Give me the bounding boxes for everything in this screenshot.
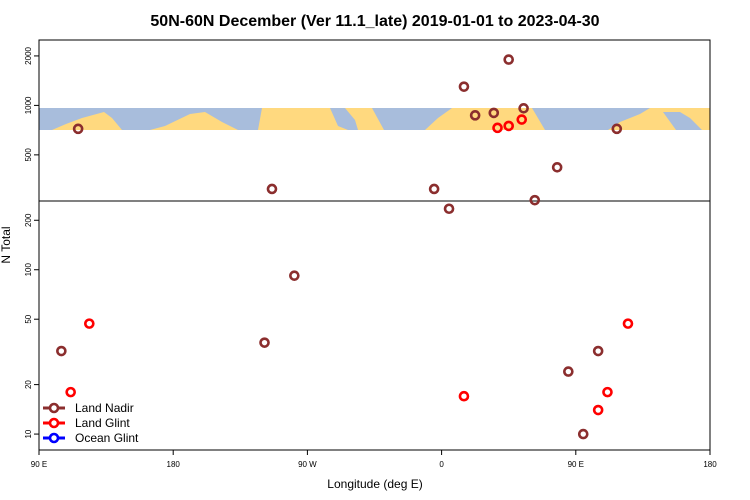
legend-ocean-glint-label: Ocean Glint xyxy=(75,431,139,445)
map-strip-ocean xyxy=(39,108,702,130)
land-glint-point xyxy=(622,318,634,329)
land-nadir-point xyxy=(56,345,67,357)
plot-frame xyxy=(38,39,711,451)
land-nadir-point xyxy=(259,337,270,348)
land-nadir-point xyxy=(443,203,455,215)
land-nadir-point xyxy=(529,194,541,206)
land-nadir-point xyxy=(428,183,440,195)
land-nadir-point xyxy=(592,345,604,357)
x-tick-label: 90 E xyxy=(31,460,47,469)
map-strip xyxy=(39,108,710,130)
land-nadir-point xyxy=(518,103,529,114)
land-nadir-point xyxy=(611,123,623,135)
data-points xyxy=(56,54,634,440)
y-tick-label: 10 xyxy=(24,429,33,438)
y-tick-label: 200 xyxy=(24,213,33,227)
y-tick-label: 100 xyxy=(24,263,33,277)
legend-land-glint-marker xyxy=(48,417,60,429)
y-tick-label: 1000 xyxy=(24,96,33,114)
legend-land-nadir-label: Land Nadir xyxy=(75,401,134,415)
y-tick-label: 50 xyxy=(24,314,33,323)
y-axis: 10 20 50 100 200 500 1000 2000 xyxy=(24,46,39,439)
x-tick-label: 180 xyxy=(167,460,181,469)
y-axis-label: N Total xyxy=(0,226,13,263)
land-glint-point xyxy=(65,386,76,398)
legend-land-nadir-marker xyxy=(48,402,60,414)
land-nadir-point xyxy=(289,270,300,281)
land-nadir-point xyxy=(488,107,500,119)
land-nadir-point xyxy=(266,183,278,195)
legend-ocean-glint-marker xyxy=(48,432,60,444)
land-glint-point xyxy=(516,114,528,125)
land-nadir-point xyxy=(551,162,563,173)
legend-land-glint-label: Land Glint xyxy=(75,416,130,430)
land-glint-point xyxy=(503,120,515,132)
y-tick-label: 2000 xyxy=(24,46,33,64)
land-glint-point xyxy=(492,122,503,134)
x-axis-label: Longitude (deg E) xyxy=(327,477,422,491)
land-nadir-point xyxy=(72,123,84,135)
land-nadir-point xyxy=(563,366,574,377)
land-glint-point xyxy=(84,318,95,329)
x-tick-label: 180 xyxy=(703,460,717,469)
land-glint-point xyxy=(592,404,604,416)
x-tick-label: 90 E xyxy=(568,460,584,469)
land-nadir-point xyxy=(577,428,589,440)
land-glint-point xyxy=(602,386,613,398)
y-tick-label: 500 xyxy=(24,148,33,162)
x-tick-label: 0 xyxy=(439,460,444,469)
land-nadir-point xyxy=(503,54,515,65)
chart-title: 50N-60N December (Ver 11.1_late) 2019-01… xyxy=(150,13,599,30)
y-tick-label: 20 xyxy=(24,380,33,389)
land-nadir-point xyxy=(469,110,481,121)
x-tick-label: 90 W xyxy=(298,460,317,469)
land-glint-point xyxy=(458,390,470,402)
land-nadir-point xyxy=(458,81,470,92)
x-axis: 90 E 180 90 W 0 90 E 180 xyxy=(31,450,717,469)
